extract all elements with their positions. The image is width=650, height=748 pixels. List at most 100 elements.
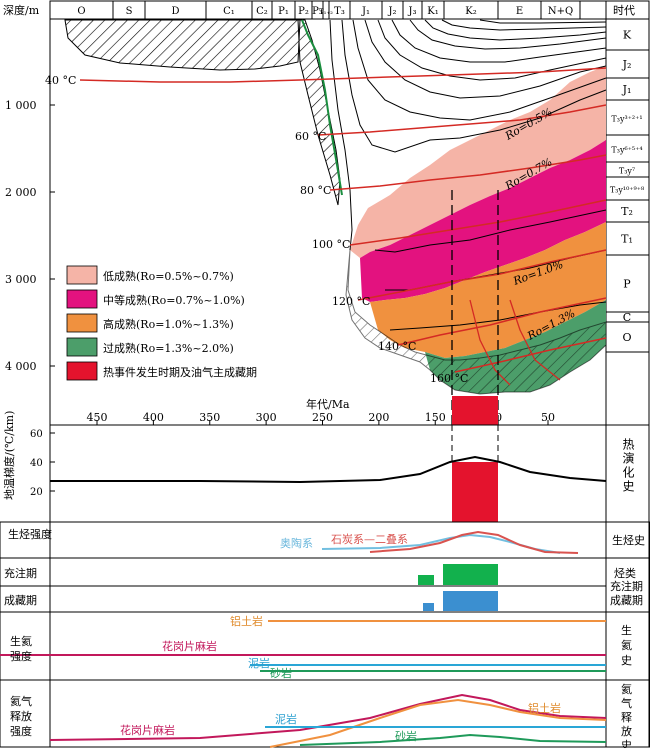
time-tick-label: 450 <box>87 411 108 424</box>
time-tick-label: 50 <box>541 411 555 424</box>
stratum-label: O <box>622 331 631 344</box>
time-tick-label: 300 <box>256 411 277 424</box>
charge-accum-title-1: 烃类 <box>614 566 636 580</box>
helium-release-panel: 花岗片麻岩 泥岩 砂岩 铝土岩 氦气 释放 强度 氦 气 释 放 史 <box>0 679 650 748</box>
he-rel-title-1: 氦 <box>621 682 632 696</box>
isotherm-lines <box>79 67 607 373</box>
stratum-label: T₃y⁷ <box>619 167 635 176</box>
stratum-label: T₃y¹⁰⁺⁹⁺⁸ <box>610 186 644 195</box>
gradient-tick-40: 40 <box>30 458 43 469</box>
period-label: T₁₊₂ <box>319 8 333 16</box>
charge-accum-title-3: 成藏期 <box>610 594 643 607</box>
legend-swatch-mature <box>66 289 98 309</box>
time-tick-label: 150 <box>425 411 446 424</box>
carb-perm-generation-curve <box>369 530 579 554</box>
geothermal-gradient-panel: 60 40 20 地温梯度/(℃/km) 热演化史 <box>2 411 649 523</box>
period-label: K₂ <box>465 6 476 17</box>
ro-iso-curves <box>469 299 561 386</box>
stratum-label: J₂ <box>622 58 632 71</box>
stratum-label: T₁ <box>621 233 633 246</box>
legend-swatch-thermal-event <box>66 361 98 381</box>
period-label: C₂ <box>256 6 268 17</box>
period-label: K₁ <box>427 6 438 17</box>
he-rel-ylabel-1: 氦气 <box>10 694 32 708</box>
time-axis-label: 年代/Ma <box>306 397 350 411</box>
isotherm-label-40: 40 °C <box>45 74 76 87</box>
charge-row-label: 充注期 <box>4 566 37 580</box>
granite-release-curve <box>49 693 607 741</box>
isotherm-label-60: 60 °C <box>295 130 326 143</box>
he-gen-series-sandstone: 砂岩 <box>270 666 292 680</box>
time-tick-label: 400 <box>143 411 164 424</box>
he-rel-series-granite: 花岗片麻岩 <box>120 723 175 737</box>
thermal-event-bar-main <box>452 396 498 425</box>
thermal-event-bar-gradient <box>452 462 498 522</box>
period-label: D <box>171 6 179 17</box>
right-strata-column: K J₂ J₁ T₃y³⁺²⁺¹ T₃y⁶⁺⁵⁺⁴ T₃y⁷ T₃y¹⁰⁺⁹⁺⁸ T₂ T₁ P C… <box>606 18 649 353</box>
charge-bar-early <box>418 575 434 585</box>
sandstone-release-curve <box>299 733 607 746</box>
he-rel-title-3: 释 <box>621 711 632 724</box>
gradient-curve <box>50 455 607 484</box>
depth-axis-label: 深度/m <box>3 3 40 17</box>
legend-text-immature: 低成熟(Ro=0.5%~0.7%) <box>103 269 234 283</box>
stratum-label: T₃y⁶⁺⁵⁺⁴ <box>611 146 642 155</box>
he-gen-ylabel-2: 强度 <box>10 649 32 663</box>
isotherm-label-100: 100 °C <box>312 238 350 251</box>
he-rel-ylabel-2: 释放 <box>10 709 32 723</box>
period-label: P₂ <box>298 6 309 17</box>
gradient-panel-title: 热演化史 <box>621 438 635 494</box>
depth-tick-4000: 4 000 <box>5 360 37 373</box>
period-label: N+Q <box>548 6 573 17</box>
legend-text-over: 过成熟(Ro=1.3%~2.0%) <box>103 341 234 355</box>
period-label: T₃ <box>334 6 345 17</box>
he-gen-series-granite: 花岗片麻岩 <box>162 639 217 653</box>
period-label: P₃ <box>312 6 323 17</box>
burial-history-plot: 40 °C 60 °C 80 °C 100 °C 120 °C 140 °C 1… <box>45 19 607 425</box>
depth-ticks: 1 000 2 000 3 000 4 000 <box>5 99 55 373</box>
gradient-tick-60: 60 <box>30 429 43 440</box>
hatched-strata-deep <box>345 249 607 395</box>
charge-accumulation-panel: 充注期 成藏期 烃类 充注期 成藏期 <box>0 557 650 613</box>
he-rel-series-sandstone: 砂岩 <box>395 729 417 743</box>
depth-tick-1000: 1 000 <box>5 99 37 112</box>
period-label: J₃ <box>407 6 416 17</box>
generation-ylabel: 生烃强度 <box>8 527 52 541</box>
burial-curves <box>329 19 607 331</box>
isotherm-label-160: 160 °C <box>430 372 468 385</box>
hatched-strata-wedge <box>297 19 341 206</box>
depth-tick-2000: 2 000 <box>5 186 37 199</box>
generation-panel-title: 生烃史 <box>612 533 645 547</box>
he-rel-series-mudstone: 泥岩 <box>275 712 297 726</box>
gradient-tick-20: 20 <box>30 487 43 498</box>
charge-bar-main <box>443 564 498 585</box>
stratum-label: C <box>623 311 631 324</box>
period-dividers <box>112 1 581 19</box>
generation-series-ordovician: 奥陶系 <box>280 536 313 550</box>
he-rel-title-2: 气 <box>621 696 632 710</box>
he-gen-series-bauxite: 铝土岩 <box>230 614 263 628</box>
period-label: E <box>516 6 523 17</box>
legend-swatch-over <box>66 337 98 357</box>
stratum-label: T₃y³⁺²⁺¹ <box>611 115 642 124</box>
isotherm-label-80: 80 °C <box>300 184 331 197</box>
period-label: P₁ <box>278 6 289 17</box>
depth-tick-3000: 3 000 <box>5 273 37 286</box>
he-gen-series-mudstone: 泥岩 <box>248 656 270 670</box>
stratum-label: K <box>623 29 632 42</box>
period-label: O <box>77 6 85 17</box>
generation-series-carb-perm: 石炭系—二叠系 <box>331 533 408 546</box>
helium-generation-panel: 铝土岩 花岗片麻岩 泥岩 砂岩 生氦 强度 生 氦 史 <box>0 611 650 681</box>
green-horizon-line <box>301 19 343 196</box>
time-tick-label: 200 <box>368 411 389 424</box>
period-label: S <box>126 6 133 17</box>
he-gen-title-3: 史 <box>621 654 632 667</box>
legend-text-mature: 中等成熟(Ro=0.7%~1.0%) <box>103 293 245 307</box>
era-header-label: 时代 <box>613 4 635 17</box>
he-gen-ylabel-1: 生氦 <box>10 634 32 648</box>
time-tick-label: 250 <box>312 411 333 424</box>
period-label: C₁ <box>223 6 235 17</box>
accum-bar-early <box>423 603 434 611</box>
